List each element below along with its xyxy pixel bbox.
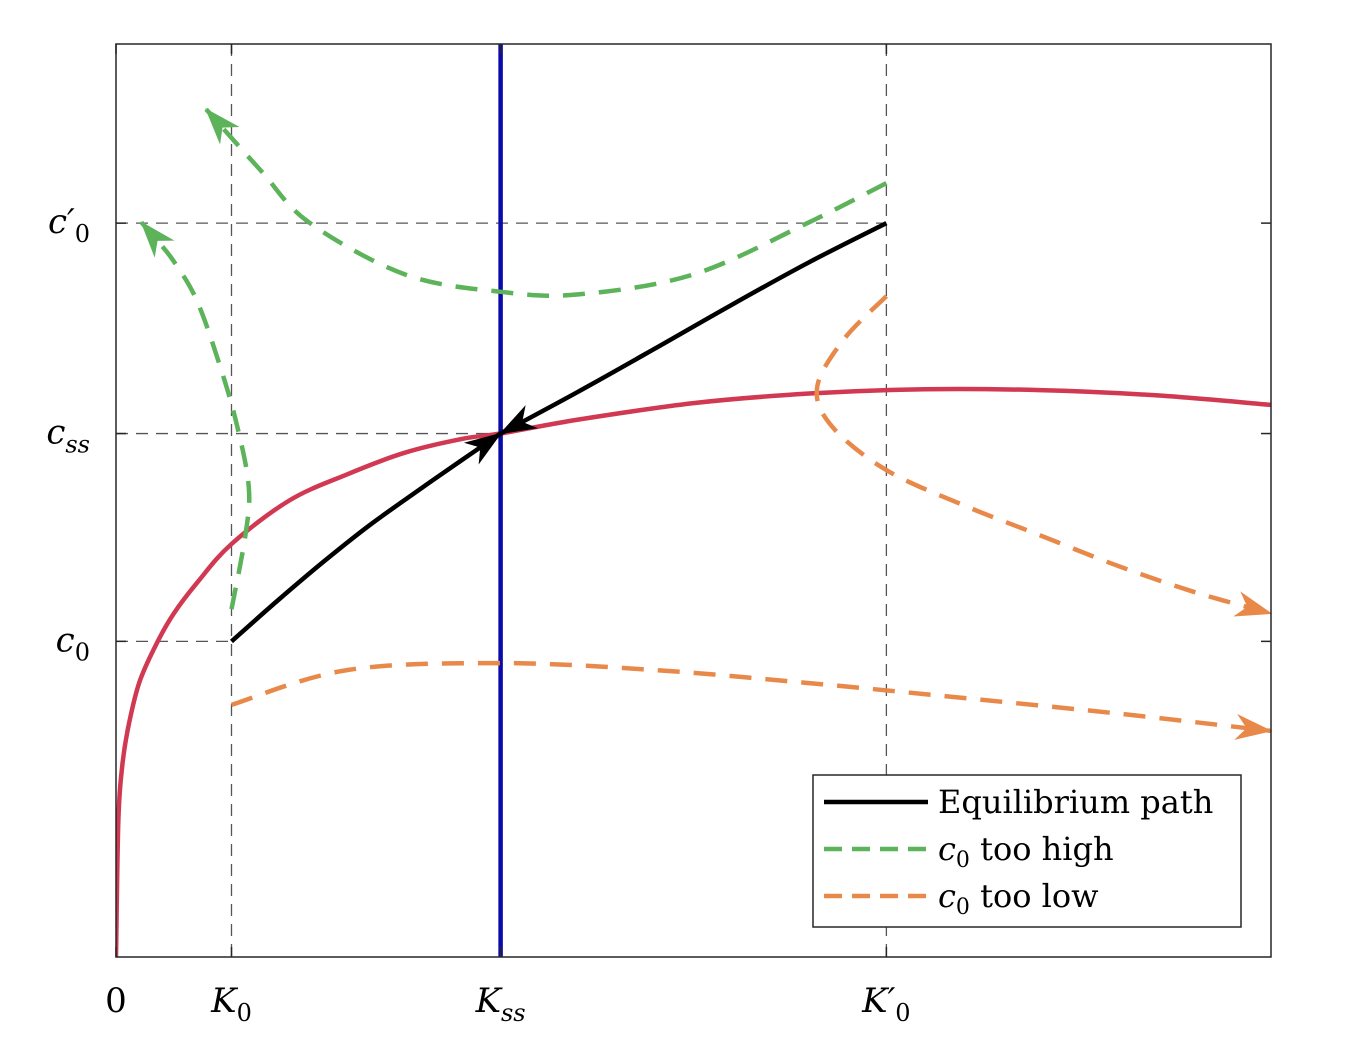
series-layer xyxy=(116,44,1271,957)
x-tick-label-k-0: K′0 xyxy=(861,981,910,1027)
series-dk-0-locus xyxy=(116,386,1271,957)
series-c-0-too-low-from-k-0 xyxy=(814,294,1271,616)
legend-label-equilibrium-path: Equilibrium path xyxy=(938,783,1213,821)
y-tick-label-c-0: c′0 xyxy=(48,202,90,248)
series-equilibrium-path-from-k-0 xyxy=(230,431,502,644)
tick-marks xyxy=(115,44,1271,957)
x-tick-label-k-0: K0 xyxy=(210,981,252,1027)
arrowhead-equilibrium-path-from-k-0 xyxy=(499,405,539,435)
x-tick-label-0: 0 xyxy=(105,981,127,1021)
series-c-0-too-high-from-k-0 xyxy=(204,107,888,298)
y-tick-label-c-0: c0 xyxy=(56,620,90,666)
y-tick-labels: c0 css c′0 xyxy=(46,202,90,666)
plot-frame xyxy=(115,43,1272,958)
arrowheads-layer xyxy=(140,108,1273,740)
y-tick-label-c-ss: css xyxy=(46,413,90,459)
legend-label-c-0-too-high: c0 too high xyxy=(938,830,1114,873)
x-tick-label-k-ss: Kss xyxy=(475,981,526,1027)
series-c-0-too-high-from-k-0 xyxy=(139,220,252,610)
arrowhead-c-0-too-low-from-k-0 xyxy=(1234,713,1273,740)
legend-label-c-0-too-low: c0 too low xyxy=(938,877,1099,920)
arrowhead-c-0-too-low-from-k-0 xyxy=(1233,591,1273,617)
arrowhead-equilibrium-path-from-k-0 xyxy=(463,432,502,465)
arrowhead-c-0-too-high-from-k-0 xyxy=(140,221,175,258)
x-tick-labels: 0 K0 Kss K′0 xyxy=(105,981,910,1027)
arrowhead-c-0-too-high-from-k-0 xyxy=(205,108,240,145)
series-equilibrium-path-from-k-0 xyxy=(499,221,888,436)
series-c-0-too-low-from-k-0 xyxy=(230,660,1271,734)
